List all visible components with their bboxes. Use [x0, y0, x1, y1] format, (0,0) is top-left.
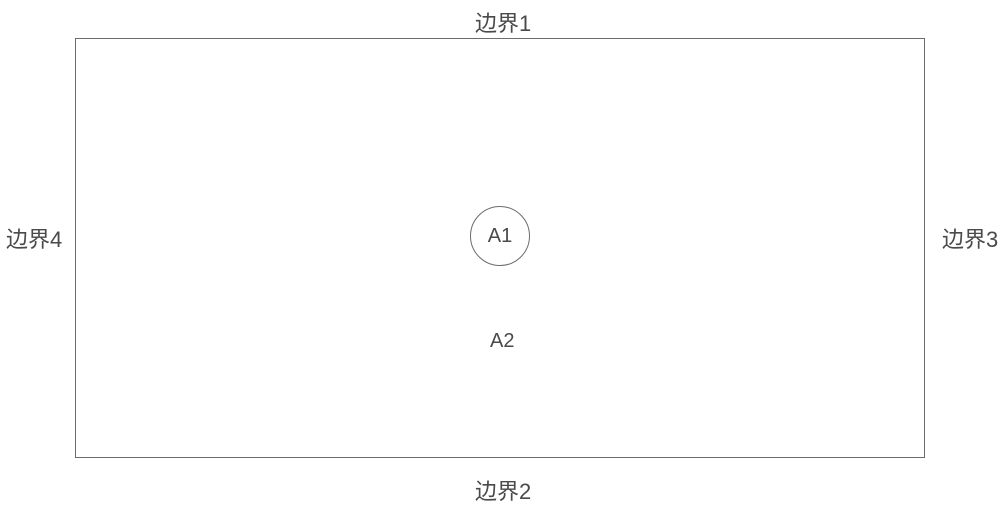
- boundary-label-bottom: 边界2: [475, 474, 531, 506]
- free-label-a2: A2: [490, 330, 514, 353]
- diagram-stage: 边界1 边界2 边界3 边界4 A1 A2: [0, 0, 1000, 514]
- boundary-label-left: 边界4: [6, 222, 62, 254]
- boundary-label-right: 边界3: [942, 222, 998, 254]
- boundary-label-top: 边界1: [475, 6, 531, 38]
- node-circle-a1-label: A1: [488, 225, 512, 248]
- node-circle-a1: A1: [470, 206, 530, 266]
